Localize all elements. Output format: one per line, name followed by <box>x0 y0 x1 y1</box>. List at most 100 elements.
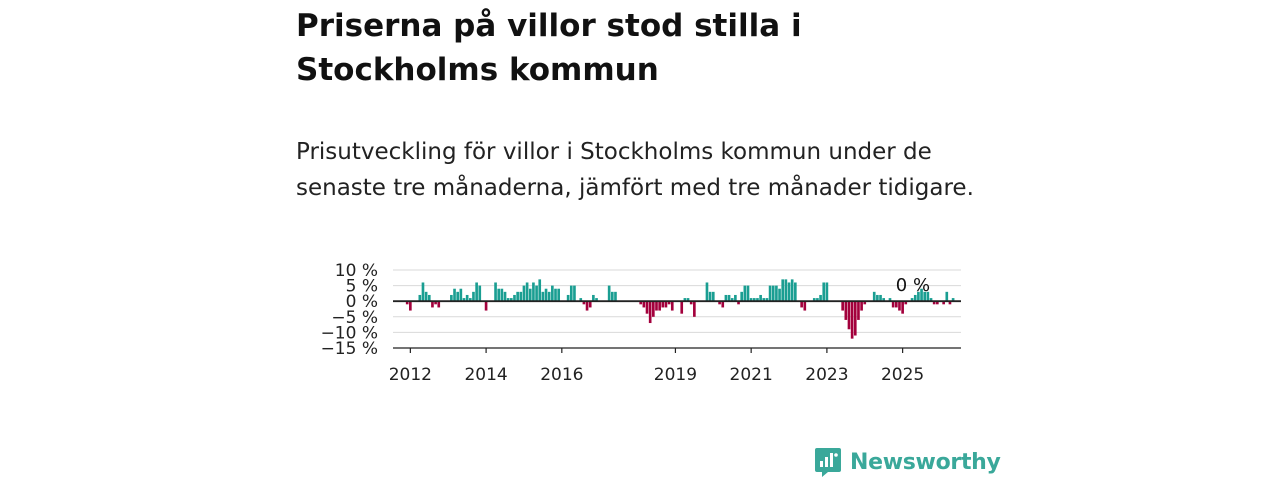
bar <box>538 279 542 302</box>
bar <box>734 294 737 302</box>
bar <box>405 301 409 305</box>
bar <box>610 291 614 302</box>
bar <box>819 294 822 302</box>
bar <box>879 294 882 302</box>
bar <box>424 291 428 302</box>
bar <box>863 301 867 305</box>
bar <box>437 301 441 308</box>
bar <box>816 298 819 302</box>
bar <box>898 301 901 311</box>
bar <box>756 298 759 302</box>
bar <box>667 301 671 305</box>
bar <box>759 294 762 302</box>
bar <box>528 288 532 302</box>
bar <box>519 291 523 302</box>
bar <box>765 298 769 302</box>
bar <box>453 288 456 302</box>
bar <box>639 301 643 305</box>
bar <box>655 301 658 311</box>
bar <box>882 298 886 302</box>
bar <box>645 301 649 314</box>
bar <box>888 298 892 302</box>
bar <box>535 285 538 302</box>
bar <box>566 294 570 302</box>
bar <box>857 301 860 320</box>
bar <box>910 298 914 302</box>
chart-subtitle: Prisutveckling för villor i Stockholms k… <box>296 139 974 201</box>
bar <box>727 294 731 302</box>
bar <box>525 282 529 302</box>
bar <box>718 301 721 305</box>
bar <box>948 301 952 305</box>
x-tick-label: 2023 <box>805 365 848 385</box>
bar <box>822 282 826 302</box>
bar <box>484 301 488 311</box>
bar <box>812 298 816 302</box>
bar <box>951 298 955 302</box>
bar <box>554 288 557 302</box>
latest-value-annotation: 0 % <box>896 275 930 296</box>
x-tick-label: 2021 <box>730 365 773 385</box>
bar <box>894 301 898 308</box>
bar <box>434 301 437 305</box>
bar <box>595 298 598 302</box>
bar <box>740 291 744 302</box>
bar <box>936 301 939 305</box>
x-tick-label: 2025 <box>881 365 924 385</box>
bar <box>923 291 927 302</box>
bar <box>917 291 920 302</box>
bar <box>642 301 646 308</box>
bar <box>841 301 844 311</box>
y-tick-label: −10 % <box>321 323 378 343</box>
newsworthy-logo: Newsworthy <box>814 446 1001 478</box>
bar <box>775 285 778 302</box>
bar <box>847 301 851 330</box>
bar <box>450 294 453 302</box>
bar <box>693 301 696 317</box>
bar <box>749 298 753 302</box>
bar <box>661 301 665 308</box>
bar <box>920 288 923 302</box>
bar <box>708 291 712 302</box>
bar <box>730 298 734 302</box>
bar <box>592 294 595 302</box>
bar <box>513 294 516 302</box>
bar <box>803 301 807 311</box>
bar <box>588 301 592 308</box>
bar <box>891 301 895 308</box>
bar <box>532 282 535 302</box>
bar <box>506 298 510 302</box>
bar <box>771 285 775 302</box>
bar <box>541 291 545 302</box>
bar <box>860 301 863 311</box>
bar <box>544 288 548 302</box>
bar <box>478 285 482 302</box>
bar <box>746 285 750 302</box>
bar <box>721 301 725 308</box>
bar <box>516 291 519 302</box>
x-tick-label: 2019 <box>654 365 697 385</box>
bar <box>794 282 797 302</box>
y-tick-label: 0 % <box>346 292 378 312</box>
bar <box>904 301 908 305</box>
bar <box>409 301 412 311</box>
bar <box>579 298 583 302</box>
bar <box>705 282 709 302</box>
bar <box>945 291 949 302</box>
bar <box>844 301 848 320</box>
chart-title: Priserna på villor stod stilla i Stockho… <box>296 8 802 88</box>
bar <box>510 298 513 302</box>
bar <box>475 282 478 302</box>
bar <box>582 301 586 305</box>
bar <box>711 291 715 302</box>
bar <box>737 301 740 305</box>
bar <box>932 301 936 305</box>
bar <box>465 294 469 302</box>
bar <box>689 301 693 305</box>
bar <box>686 298 690 302</box>
bar <box>800 301 803 308</box>
bar <box>825 282 829 302</box>
bar <box>462 298 466 302</box>
bar <box>853 301 857 336</box>
bar <box>790 279 794 302</box>
